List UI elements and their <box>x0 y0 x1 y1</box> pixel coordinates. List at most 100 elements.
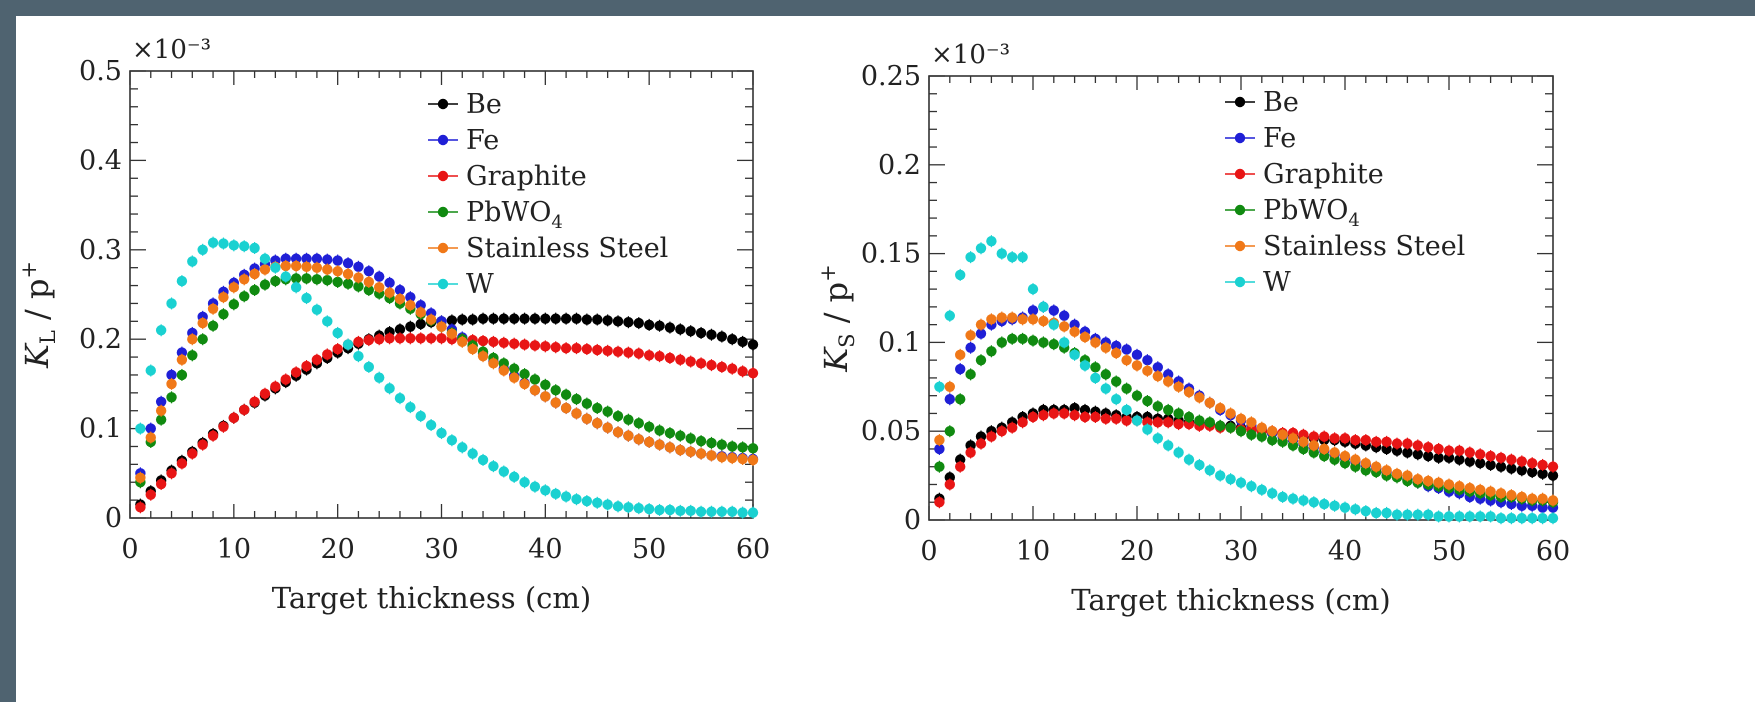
data-point <box>1495 488 1507 499</box>
data-point <box>1464 511 1476 522</box>
legend-label: W <box>466 269 494 300</box>
x-axis-label: Target thickness (cm) <box>1071 583 1390 617</box>
data-point <box>1069 402 1080 414</box>
data-point <box>1100 369 1112 380</box>
series-pbwo4 <box>934 332 1559 509</box>
data-point <box>249 396 260 407</box>
data-point <box>1111 413 1122 424</box>
data-point <box>706 329 717 340</box>
data-point <box>519 339 530 350</box>
data-point <box>727 506 738 517</box>
data-point <box>353 350 364 362</box>
legend-marker <box>437 206 449 218</box>
data-point <box>1152 433 1164 444</box>
data-point <box>415 410 426 422</box>
data-point <box>1381 465 1392 476</box>
data-point <box>986 314 997 325</box>
data-point <box>187 448 198 459</box>
legend-label-main: PbWO <box>466 197 551 228</box>
data-point <box>1235 426 1247 437</box>
data-point <box>1516 500 1528 511</box>
data-point <box>239 274 250 285</box>
data-point <box>477 454 489 466</box>
data-point <box>944 381 955 392</box>
data-point <box>571 494 582 505</box>
data-point <box>1183 411 1195 423</box>
data-point <box>1537 468 1548 480</box>
data-point <box>1048 305 1060 316</box>
data-point <box>1038 410 1049 421</box>
series-stainless-steel <box>934 311 1559 507</box>
data-point <box>664 442 676 453</box>
data-point <box>1454 511 1465 522</box>
data-point <box>747 367 759 379</box>
legend-label: Be <box>1263 87 1299 118</box>
data-point <box>592 314 603 325</box>
data-point <box>1235 477 1247 488</box>
data-point <box>1350 454 1361 465</box>
data-point <box>944 479 955 490</box>
data-point <box>623 414 634 425</box>
legend-label-sub: 4 <box>551 212 562 233</box>
legend-marker <box>1234 204 1246 216</box>
legend-label-main: PbWO <box>1263 195 1348 226</box>
data-point <box>571 408 582 419</box>
data-point <box>1329 500 1340 511</box>
data-point <box>342 278 354 289</box>
data-point <box>1142 395 1153 407</box>
data-point <box>955 269 966 281</box>
data-point <box>187 256 198 267</box>
data-point <box>1152 417 1164 428</box>
data-point <box>1339 433 1351 444</box>
data-point <box>1111 340 1122 352</box>
series-graphite <box>934 407 1559 509</box>
data-point <box>1163 369 1174 380</box>
y-tick-label: 0.1 <box>79 414 122 445</box>
x-tick-label: 40 <box>1328 536 1362 567</box>
data-point <box>955 461 966 472</box>
data-point <box>322 274 333 286</box>
data-point <box>1319 431 1330 442</box>
x-tick-label: 10 <box>217 534 251 565</box>
data-point <box>592 344 603 356</box>
data-point <box>1537 459 1548 471</box>
y-tick-label: 0.4 <box>79 145 122 176</box>
data-point <box>280 260 291 272</box>
data-point <box>560 342 572 354</box>
data-point <box>1454 481 1465 492</box>
data-point <box>716 439 728 450</box>
data-point <box>664 322 676 333</box>
data-point <box>623 430 634 441</box>
x-tick-label: 40 <box>528 534 562 565</box>
data-point <box>488 336 499 348</box>
data-point <box>1142 424 1153 435</box>
data-point <box>498 358 509 369</box>
data-point <box>955 454 966 465</box>
data-point <box>1256 484 1268 496</box>
data-point <box>675 505 686 517</box>
data-point <box>1267 488 1278 499</box>
data-point <box>1454 445 1465 456</box>
data-point <box>1183 386 1195 398</box>
data-point <box>1495 452 1507 464</box>
data-point <box>1090 337 1101 348</box>
data-point <box>155 414 167 425</box>
data-point <box>207 320 219 331</box>
legend-label-sub: 4 <box>1348 210 1359 231</box>
data-point <box>1048 408 1060 419</box>
data-point <box>135 502 146 513</box>
data-point <box>446 435 458 446</box>
data-point <box>1506 463 1517 474</box>
data-point <box>1267 434 1278 446</box>
data-point <box>643 319 655 331</box>
data-point <box>1319 443 1330 455</box>
data-point <box>1423 441 1434 453</box>
data-point <box>965 251 976 263</box>
data-point <box>1287 493 1299 504</box>
data-point <box>415 333 426 344</box>
data-point <box>1527 513 1538 524</box>
data-point <box>228 299 240 310</box>
data-point <box>1173 418 1184 430</box>
data-point <box>374 372 385 383</box>
